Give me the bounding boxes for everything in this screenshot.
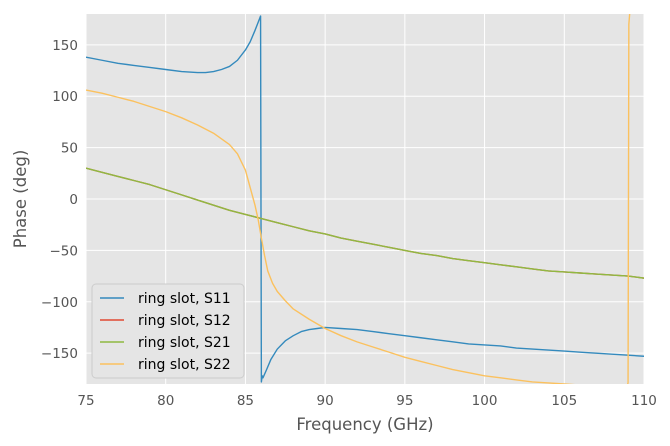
x-tick-labels: 75 80 85 90 95 100 105 110 <box>77 393 656 409</box>
legend-box <box>91 283 245 379</box>
x-tick-label: 90 <box>317 393 334 409</box>
y-tick-label: 50 <box>61 141 78 157</box>
series-line-4 <box>86 14 631 384</box>
y-tick-label: 100 <box>52 89 78 105</box>
x-tick-label: 100 <box>472 393 498 409</box>
x-tick-label: 110 <box>631 393 657 409</box>
x-tick-label: 85 <box>237 393 254 409</box>
series-lines <box>86 14 644 384</box>
legend-label: ring slot, S12 <box>138 313 231 329</box>
y-tick-label: −150 <box>41 346 78 362</box>
legend-label: ring slot, S21 <box>138 335 231 351</box>
y-axis-label: Phase (deg) <box>11 150 30 248</box>
legend-label: ring slot, S22 <box>138 357 231 373</box>
series-line-1 <box>86 15 644 383</box>
y-tick-label: −50 <box>50 243 79 259</box>
x-axis-label: Frequency (GHz) <box>296 415 433 434</box>
series-line-3 <box>86 167 644 279</box>
y-tick-labels: −150 −100 −50 0 50 100 150 <box>41 38 78 362</box>
y-tick-label: 150 <box>52 38 78 54</box>
x-tick-label: 75 <box>77 393 94 409</box>
legend: ring slot, S11 ring slot, S12 ring slot, S… <box>91 283 245 379</box>
x-tick-label: 80 <box>157 393 174 409</box>
x-tick-label: 105 <box>551 393 577 409</box>
y-tick-label: 0 <box>69 192 78 208</box>
x-tick-label: 95 <box>396 393 413 409</box>
legend-label: ring slot, S11 <box>138 291 231 307</box>
y-tick-label: −100 <box>41 295 78 311</box>
